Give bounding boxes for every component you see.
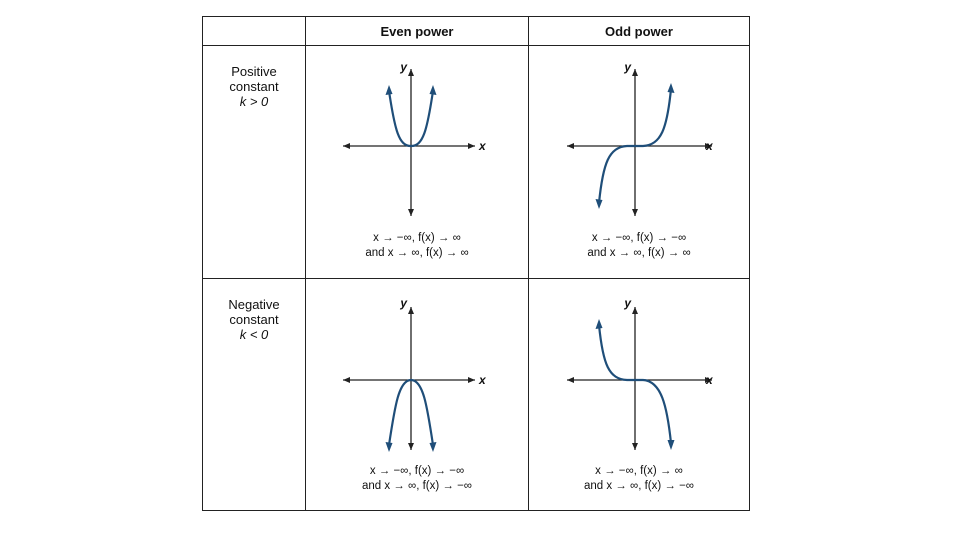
row-label-condition: k < 0 — [239, 327, 269, 342]
column-divider — [528, 17, 529, 510]
row-label-condition: k > 0 — [239, 94, 269, 109]
caption-line: x → −∞, f(x) → −∞ — [369, 465, 465, 477]
header-even-power: Even power — [380, 23, 454, 39]
x-axis-label: x — [705, 139, 714, 153]
graph-positive-odd: x y — [567, 61, 714, 216]
arrow-right-icon — [468, 143, 475, 149]
caption-line: and x → ∞, f(x) → −∞ — [361, 480, 473, 492]
arrow-left-icon — [567, 143, 574, 149]
caption-positive-even: x → −∞, f(x) → ∞ and x → ∞, f(x) → ∞ — [306, 231, 528, 261]
curve-arrow-icon — [429, 85, 437, 95]
x-axis-label: x — [478, 139, 487, 153]
arrow-up-icon — [632, 69, 638, 76]
curve-arrow-icon — [595, 199, 603, 209]
row-label-line: Positive — [231, 64, 277, 79]
caption-negative-even: x → −∞, f(x) → −∞ and x → ∞, f(x) → −∞ — [306, 464, 528, 494]
arrow-down-icon — [408, 209, 414, 216]
curve — [387, 378, 435, 446]
y-axis-label: y — [399, 61, 408, 74]
header-odd-power: Odd power — [605, 23, 673, 39]
caption-negative-odd: x → −∞, f(x) → ∞ and x → ∞, f(x) → −∞ — [529, 464, 749, 494]
x-axis-label: x — [705, 373, 714, 387]
arrow-right-icon — [705, 143, 712, 149]
arrow-left-icon — [343, 377, 350, 383]
caption-line: and x → ∞, f(x) → −∞ — [583, 480, 695, 492]
row-label-line: constant — [229, 79, 279, 94]
arrow-right-icon — [705, 377, 712, 383]
y-axis-label: y — [399, 296, 408, 310]
caption-positive-odd: x → −∞, f(x) → −∞ and x → ∞, f(x) → ∞ — [529, 231, 749, 261]
row-label-positive: Positive constant k > 0 — [203, 64, 305, 109]
curve-arrow-icon — [667, 83, 675, 93]
graph-negative-odd: x y — [567, 296, 714, 450]
y-axis-label: y — [623, 61, 632, 74]
curve — [597, 324, 673, 444]
curve — [597, 88, 673, 204]
arrow-up-icon — [408, 307, 414, 314]
graph-positive-even: x y — [343, 61, 487, 216]
row-divider — [203, 45, 749, 46]
arrow-right-icon — [468, 377, 475, 383]
power-function-table: Even power Odd power Positive constant k… — [202, 16, 750, 511]
arrow-down-icon — [408, 443, 414, 450]
arrow-down-icon — [632, 443, 638, 450]
column-divider — [305, 17, 306, 510]
caption-line: x → −∞, f(x) → −∞ — [591, 232, 687, 244]
curve-arrow-icon — [385, 85, 393, 95]
caption-line: x → −∞, f(x) → ∞ — [373, 232, 461, 244]
caption-line: x → −∞, f(x) → ∞ — [595, 465, 683, 477]
x-axis-label: x — [478, 373, 487, 387]
row-divider — [203, 278, 749, 279]
y-axis-label: y — [623, 296, 632, 310]
row-label-line: constant — [229, 312, 279, 327]
caption-line: and x → ∞, f(x) → ∞ — [365, 247, 469, 259]
curve-arrow-icon — [429, 442, 437, 452]
curve — [387, 90, 435, 148]
curve-arrow-icon — [595, 319, 603, 329]
curve-arrow-icon — [667, 440, 675, 450]
arrow-left-icon — [343, 143, 350, 149]
arrow-down-icon — [632, 209, 638, 216]
row-label-negative: Negative constant k < 0 — [203, 297, 305, 342]
curve-arrow-icon — [385, 442, 393, 452]
arrow-left-icon — [567, 377, 574, 383]
graph-negative-even: x y — [343, 296, 487, 452]
arrow-up-icon — [632, 307, 638, 314]
caption-line: and x → ∞, f(x) → ∞ — [587, 247, 691, 259]
row-label-line: Negative — [228, 297, 280, 312]
arrow-up-icon — [408, 69, 414, 76]
